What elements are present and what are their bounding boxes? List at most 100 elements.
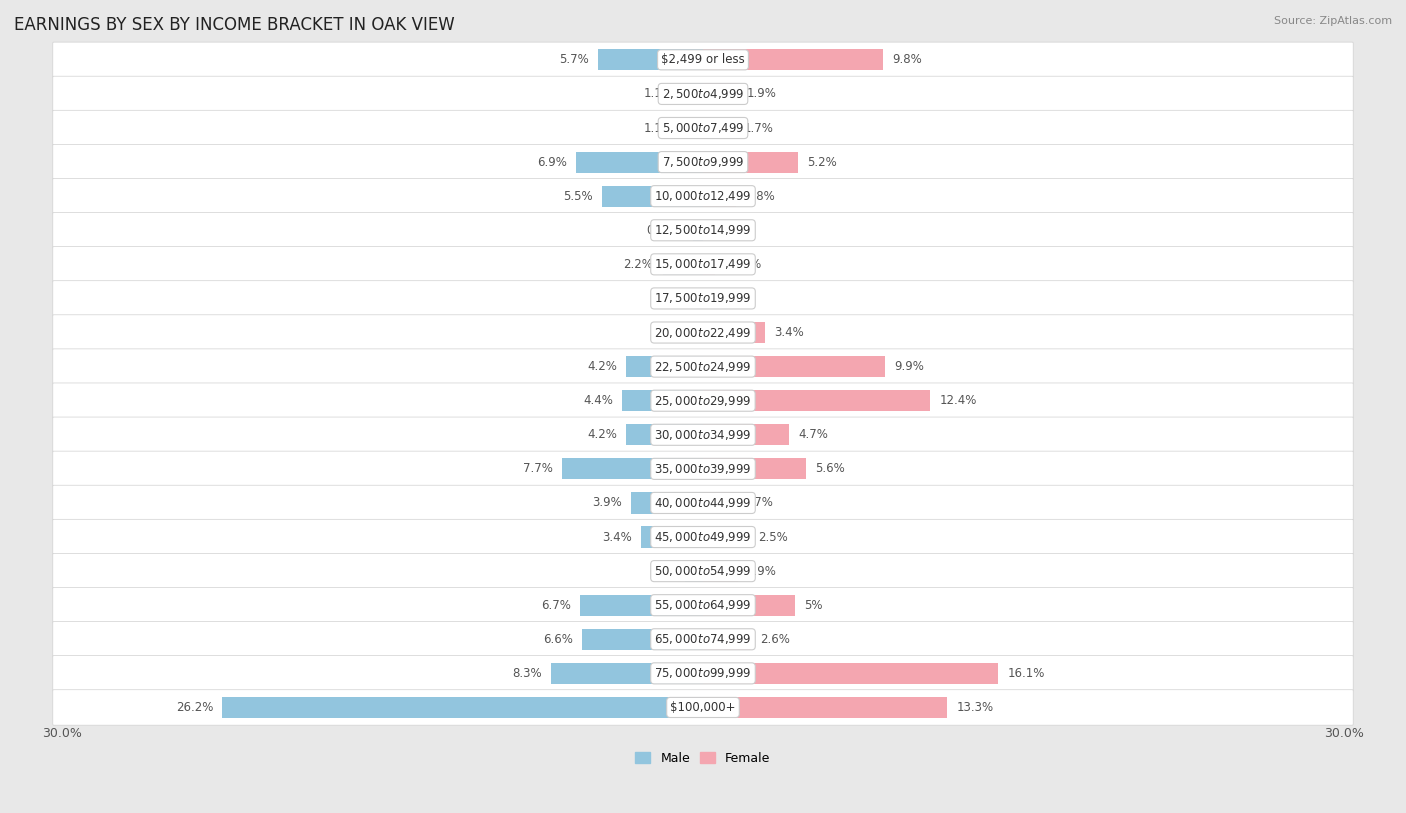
Bar <box>703 390 931 411</box>
Text: 1%: 1% <box>657 564 675 577</box>
Text: $22,500 to $24,999: $22,500 to $24,999 <box>654 359 752 374</box>
Text: 0.0%: 0.0% <box>713 224 742 237</box>
Text: 16.1%: 16.1% <box>1008 667 1045 680</box>
Text: $50,000 to $54,999: $50,000 to $54,999 <box>654 564 752 578</box>
Bar <box>703 663 998 684</box>
Bar <box>623 390 703 411</box>
Bar <box>626 424 703 446</box>
FancyBboxPatch shape <box>53 42 1353 77</box>
Bar <box>703 185 735 207</box>
FancyBboxPatch shape <box>53 315 1353 350</box>
Text: 4.2%: 4.2% <box>586 428 617 441</box>
Text: 6.6%: 6.6% <box>543 633 572 646</box>
Bar <box>685 560 703 581</box>
Text: 0.66%: 0.66% <box>724 258 762 271</box>
Bar <box>703 594 794 615</box>
FancyBboxPatch shape <box>53 349 1353 385</box>
Text: EARNINGS BY SEX BY INCOME BRACKET IN OAK VIEW: EARNINGS BY SEX BY INCOME BRACKET IN OAK… <box>14 16 454 34</box>
Text: 4.2%: 4.2% <box>586 360 617 373</box>
Bar <box>576 151 703 172</box>
Text: 1.7%: 1.7% <box>744 497 773 510</box>
FancyBboxPatch shape <box>53 485 1353 520</box>
Text: $7,500 to $9,999: $7,500 to $9,999 <box>662 155 744 169</box>
FancyBboxPatch shape <box>53 179 1353 214</box>
Text: $12,500 to $14,999: $12,500 to $14,999 <box>654 224 752 237</box>
Text: 5.2%: 5.2% <box>807 155 838 168</box>
FancyBboxPatch shape <box>53 520 1353 554</box>
Bar <box>631 493 703 514</box>
Text: 5%: 5% <box>804 598 823 611</box>
FancyBboxPatch shape <box>53 111 1353 146</box>
Bar <box>697 288 703 309</box>
Text: $17,500 to $19,999: $17,500 to $19,999 <box>654 291 752 306</box>
Text: $30,000 to $34,999: $30,000 to $34,999 <box>654 428 752 441</box>
Text: 1.7%: 1.7% <box>744 121 773 134</box>
Text: 30.0%: 30.0% <box>42 727 83 740</box>
Text: 1.8%: 1.8% <box>745 189 775 202</box>
FancyBboxPatch shape <box>53 655 1353 691</box>
Bar <box>703 459 806 480</box>
FancyBboxPatch shape <box>53 212 1353 248</box>
Text: 1.9%: 1.9% <box>747 88 778 101</box>
Text: 6.7%: 6.7% <box>541 598 571 611</box>
Bar <box>703 560 738 581</box>
FancyBboxPatch shape <box>53 689 1353 725</box>
Bar <box>703 322 765 343</box>
Bar <box>693 220 703 241</box>
Text: 3.4%: 3.4% <box>775 326 804 339</box>
Text: $15,000 to $17,499: $15,000 to $17,499 <box>654 258 752 272</box>
Bar <box>662 254 703 275</box>
Text: 3.9%: 3.9% <box>592 497 623 510</box>
Bar <box>641 527 703 548</box>
Text: 4.7%: 4.7% <box>799 428 828 441</box>
Bar <box>703 254 716 275</box>
Text: $20,000 to $22,499: $20,000 to $22,499 <box>654 325 752 340</box>
Text: $25,000 to $29,999: $25,000 to $29,999 <box>654 393 752 407</box>
Bar <box>703 356 884 377</box>
Text: 0.0%: 0.0% <box>713 292 742 305</box>
Text: 0.0%: 0.0% <box>664 326 693 339</box>
Text: $35,000 to $39,999: $35,000 to $39,999 <box>654 462 752 476</box>
Bar <box>703 84 738 105</box>
Bar <box>683 84 703 105</box>
Text: $65,000 to $74,999: $65,000 to $74,999 <box>654 633 752 646</box>
Text: 12.4%: 12.4% <box>939 394 977 407</box>
Bar <box>703 628 751 650</box>
FancyBboxPatch shape <box>53 280 1353 316</box>
Text: 4.4%: 4.4% <box>583 394 613 407</box>
Bar <box>562 459 703 480</box>
Bar <box>599 50 703 71</box>
Bar <box>222 697 703 718</box>
FancyBboxPatch shape <box>53 383 1353 419</box>
Bar <box>551 663 703 684</box>
Bar <box>703 424 789 446</box>
Text: 9.8%: 9.8% <box>891 54 922 67</box>
FancyBboxPatch shape <box>53 622 1353 657</box>
Text: $10,000 to $12,499: $10,000 to $12,499 <box>654 189 752 203</box>
Text: 7.7%: 7.7% <box>523 463 553 476</box>
Text: 1.1%: 1.1% <box>644 88 673 101</box>
Text: $5,000 to $7,499: $5,000 to $7,499 <box>662 121 744 135</box>
Text: $2,499 or less: $2,499 or less <box>661 54 745 67</box>
Bar <box>703 697 948 718</box>
FancyBboxPatch shape <box>53 76 1353 111</box>
FancyBboxPatch shape <box>53 554 1353 589</box>
Bar <box>602 185 703 207</box>
Bar <box>582 628 703 650</box>
Text: $40,000 to $44,999: $40,000 to $44,999 <box>654 496 752 510</box>
FancyBboxPatch shape <box>53 451 1353 487</box>
Text: Source: ZipAtlas.com: Source: ZipAtlas.com <box>1274 16 1392 26</box>
Text: $45,000 to $49,999: $45,000 to $49,999 <box>654 530 752 544</box>
FancyBboxPatch shape <box>53 417 1353 453</box>
Bar <box>703 117 734 138</box>
Bar <box>703 493 734 514</box>
FancyBboxPatch shape <box>53 246 1353 282</box>
Text: 5.6%: 5.6% <box>815 463 845 476</box>
Text: 2.5%: 2.5% <box>758 531 787 544</box>
FancyBboxPatch shape <box>53 588 1353 623</box>
Legend: Male, Female: Male, Female <box>630 747 776 770</box>
FancyBboxPatch shape <box>53 145 1353 180</box>
Text: 2.2%: 2.2% <box>624 258 654 271</box>
Text: 5.7%: 5.7% <box>560 54 589 67</box>
Text: $2,500 to $4,999: $2,500 to $4,999 <box>662 87 744 101</box>
